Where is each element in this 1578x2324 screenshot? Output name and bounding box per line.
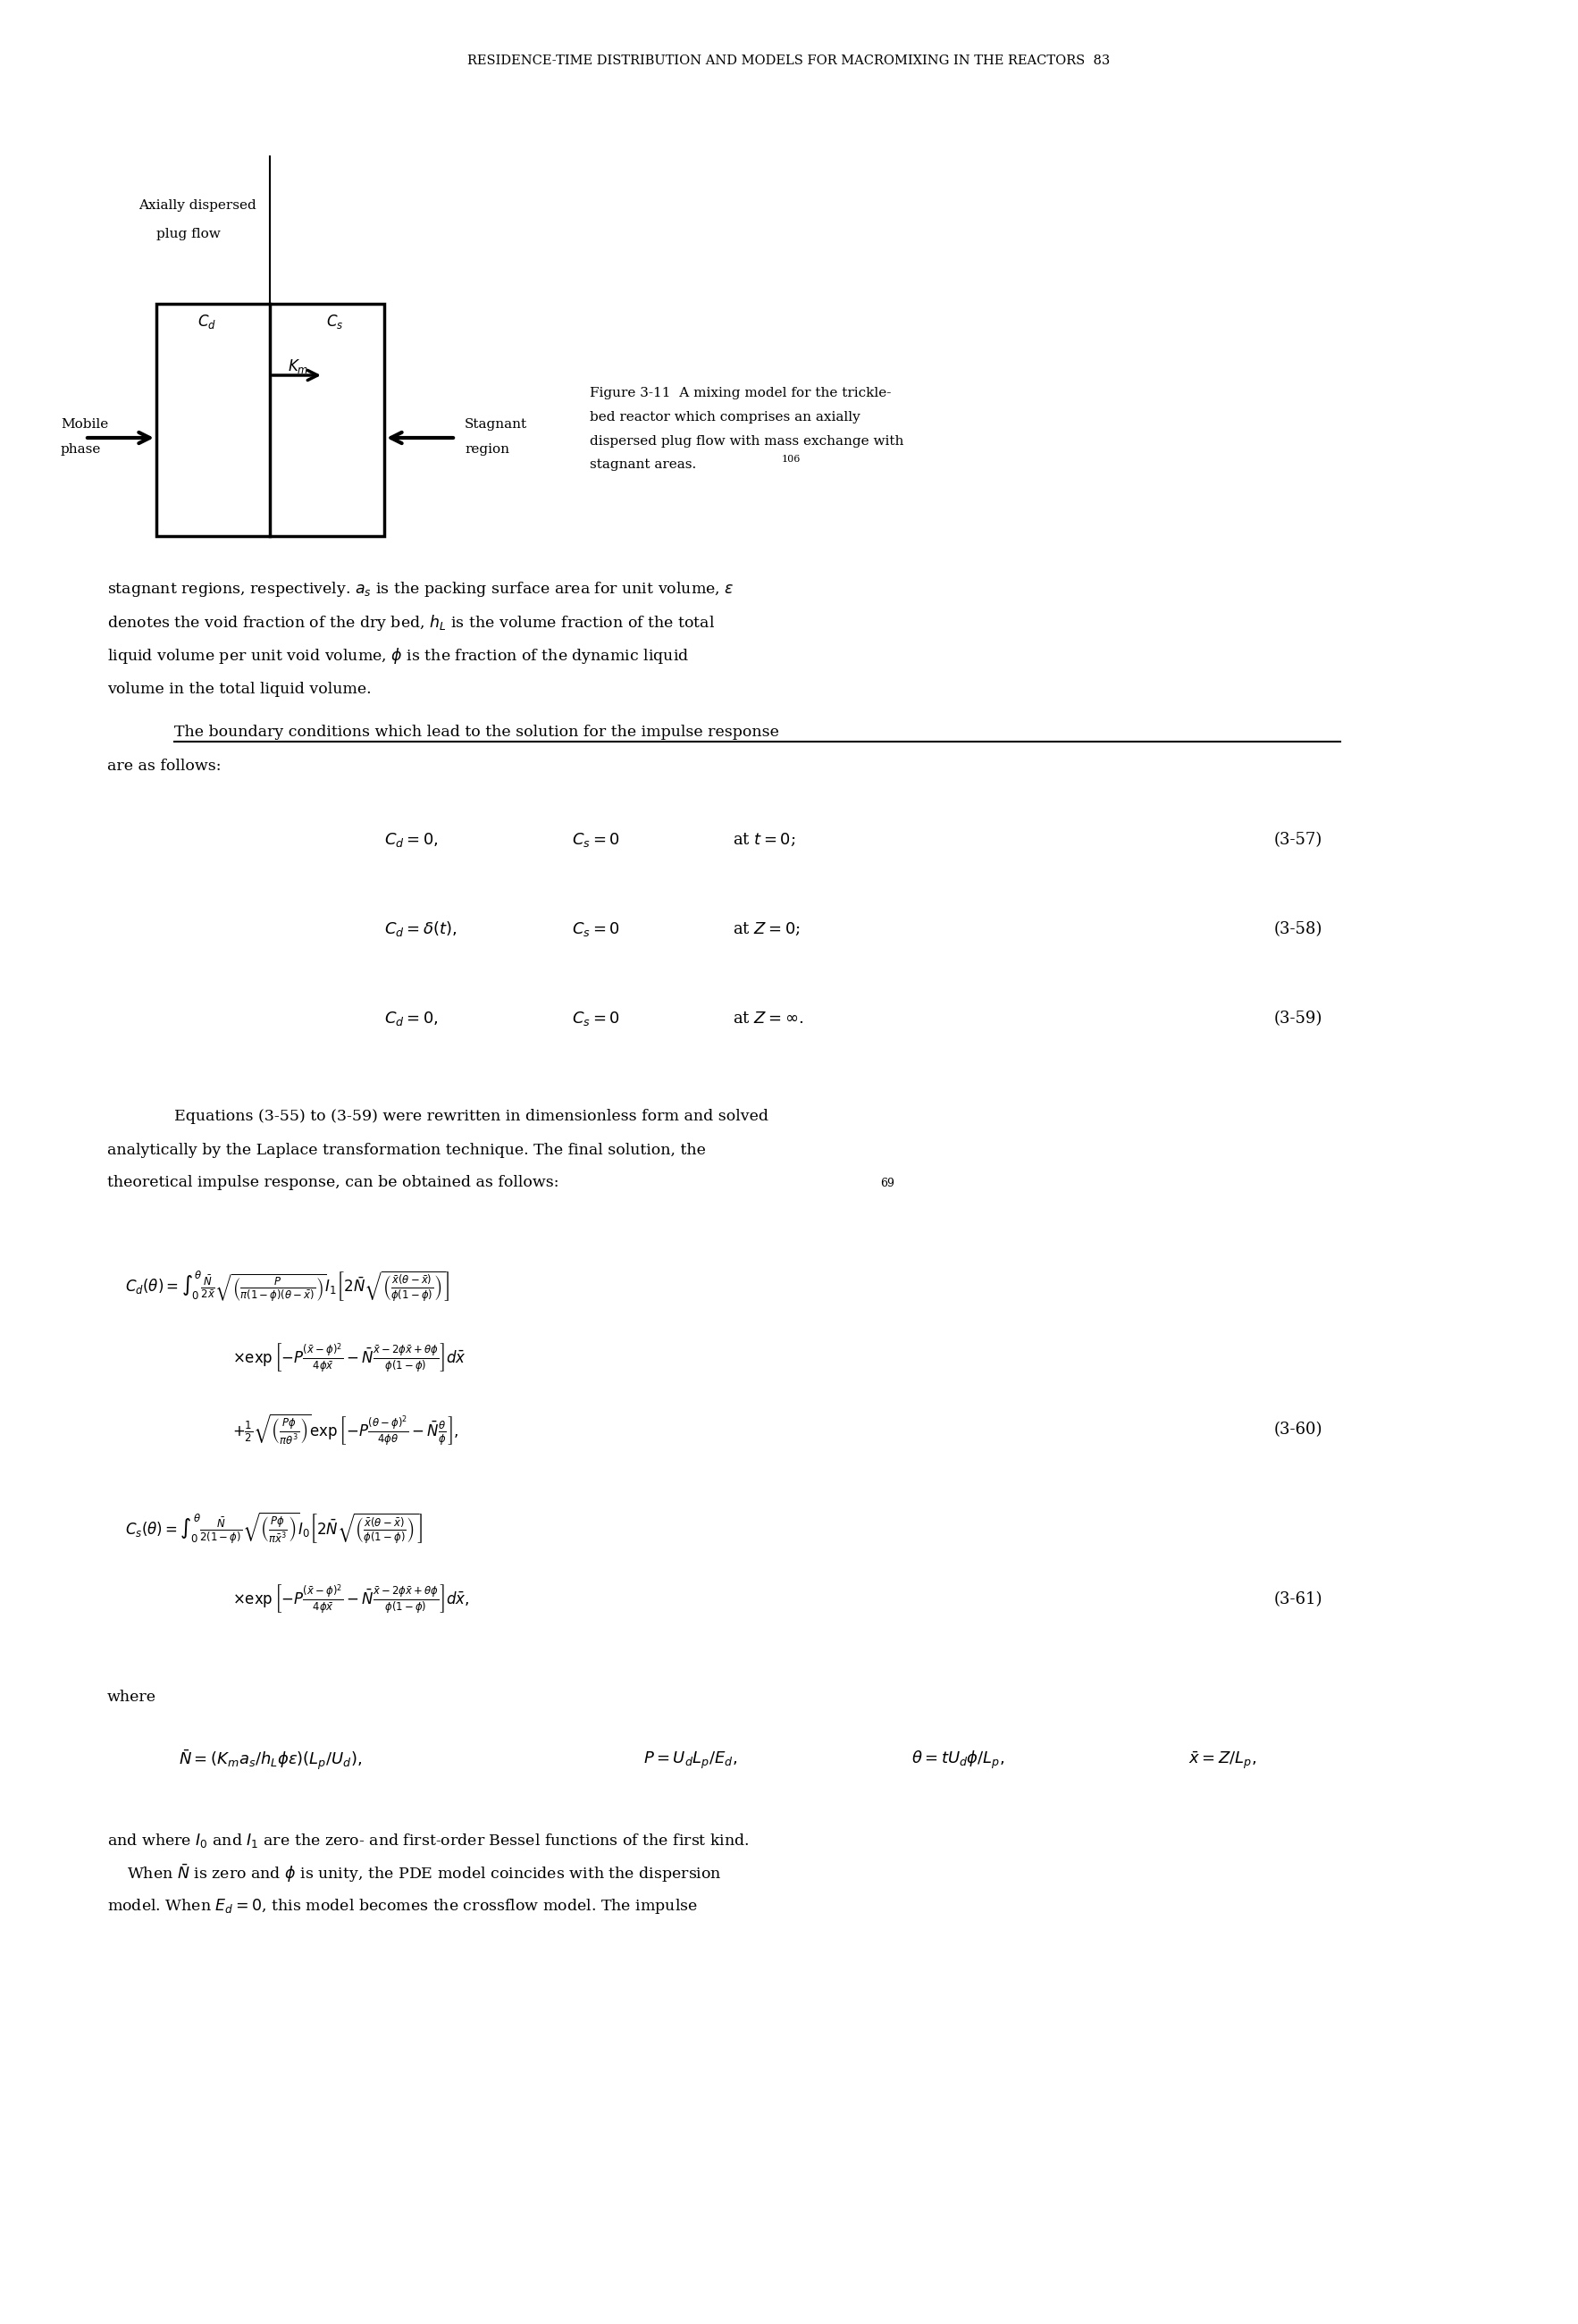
Text: liquid volume per unit void volume, $\phi$ is the fraction of the dynamic liquid: liquid volume per unit void volume, $\ph… bbox=[107, 646, 690, 665]
Text: $C_s$: $C_s$ bbox=[327, 314, 344, 330]
Text: at $Z = 0$;: at $Z = 0$; bbox=[732, 920, 800, 937]
Text: $+\frac{1}{2}\sqrt{\left(\frac{P\phi}{\pi\theta^3}\right)}\exp\left[-P\frac{(\th: $+\frac{1}{2}\sqrt{\left(\frac{P\phi}{\p… bbox=[232, 1413, 459, 1448]
Text: $C_s(\theta) = \int_0^\theta \frac{\bar{N}}{2(1-\phi)} \sqrt{\left(\frac{P\phi}{: $C_s(\theta) = \int_0^\theta \frac{\bar{… bbox=[125, 1511, 423, 1545]
Text: RESIDENCE-TIME DISTRIBUTION AND MODELS FOR MACROMIXING IN THE REACTORS  83: RESIDENCE-TIME DISTRIBUTION AND MODELS F… bbox=[467, 53, 1111, 67]
Text: 69: 69 bbox=[881, 1178, 895, 1190]
Text: Stagnant: Stagnant bbox=[464, 418, 527, 430]
Text: $C_d = 0,$: $C_d = 0,$ bbox=[383, 1009, 439, 1027]
Text: $P = U_d L_p/E_d,$: $P = U_d L_p/E_d,$ bbox=[644, 1750, 737, 1771]
Text: $C_d = \delta(t),$: $C_d = \delta(t),$ bbox=[383, 920, 458, 939]
Text: stagnant regions, respectively. $a_s$ is the packing surface area for unit volum: stagnant regions, respectively. $a_s$ is… bbox=[107, 581, 734, 600]
Text: model. When $E_d = 0$, this model becomes the crossflow model. The impulse: model. When $E_d = 0$, this model become… bbox=[107, 1896, 697, 1915]
Text: region: region bbox=[464, 444, 510, 456]
Text: plug flow: plug flow bbox=[156, 228, 221, 239]
Text: $C_s = 0$: $C_s = 0$ bbox=[571, 832, 620, 848]
Text: theoretical impulse response, can be obtained as follows:: theoretical impulse response, can be obt… bbox=[107, 1176, 559, 1190]
Text: Figure 3-11  A mixing model for the trickle-: Figure 3-11 A mixing model for the trick… bbox=[590, 386, 892, 400]
Text: $\bar{N} = (K_m a_s/h_L\phi\varepsilon)(L_p/U_d),$: $\bar{N} = (K_m a_s/h_L\phi\varepsilon)(… bbox=[178, 1748, 361, 1773]
Text: 106: 106 bbox=[781, 456, 802, 465]
Text: Equations (3-55) to (3-59) were rewritten in dimensionless form and solved: Equations (3-55) to (3-59) were rewritte… bbox=[174, 1109, 768, 1125]
Text: $\times \exp\left[-P\frac{(\bar{x}-\phi)^2}{4\phi\bar{x}} - \bar{N}\frac{\bar{x}: $\times \exp\left[-P\frac{(\bar{x}-\phi)… bbox=[232, 1583, 470, 1615]
Text: $C_s = 0$: $C_s = 0$ bbox=[571, 920, 620, 939]
Text: where: where bbox=[107, 1690, 156, 1706]
Text: are as follows:: are as follows: bbox=[107, 758, 221, 774]
Text: at $Z = \infty$.: at $Z = \infty$. bbox=[732, 1011, 803, 1027]
Text: $C_d$: $C_d$ bbox=[197, 314, 216, 330]
Text: (3-59): (3-59) bbox=[1273, 1011, 1322, 1027]
Text: bed reactor which comprises an axially: bed reactor which comprises an axially bbox=[590, 411, 860, 423]
Text: volume in the total liquid volume.: volume in the total liquid volume. bbox=[107, 681, 371, 697]
Text: $C_d(\theta) = \int_0^\theta \frac{\bar{N}}{2\bar{x}} \sqrt{\left(\frac{P}{\pi(1: $C_d(\theta) = \int_0^\theta \frac{\bar{… bbox=[125, 1269, 450, 1304]
Text: $\theta = tU_d\phi/L_p,$: $\theta = tU_d\phi/L_p,$ bbox=[912, 1750, 1005, 1771]
Text: dispersed plug flow with mass exchange with: dispersed plug flow with mass exchange w… bbox=[590, 435, 904, 449]
Text: (3-58): (3-58) bbox=[1273, 920, 1322, 937]
Text: (3-57): (3-57) bbox=[1273, 832, 1322, 848]
Text: stagnant areas.: stagnant areas. bbox=[590, 458, 696, 472]
Text: $C_s = 0$: $C_s = 0$ bbox=[571, 1009, 620, 1027]
Text: $\bar{x} = Z/L_p,$: $\bar{x} = Z/L_p,$ bbox=[1188, 1750, 1256, 1771]
Text: denotes the void fraction of the dry bed, $h_L$ is the volume fraction of the to: denotes the void fraction of the dry bed… bbox=[107, 614, 715, 632]
Text: (3-60): (3-60) bbox=[1273, 1422, 1322, 1439]
Text: Axially dispersed: Axially dispersed bbox=[139, 200, 256, 211]
Text: The boundary conditions which lead to the solution for the impulse response: The boundary conditions which lead to th… bbox=[174, 725, 780, 741]
Text: and where $I_0$ and $I_1$ are the zero- and first-order Bessel functions of the : and where $I_0$ and $I_1$ are the zero- … bbox=[107, 1831, 750, 1850]
Text: analytically by the Laplace transformation technique. The final solution, the: analytically by the Laplace transformati… bbox=[107, 1143, 705, 1157]
Text: phase: phase bbox=[62, 444, 101, 456]
Text: (3-61): (3-61) bbox=[1273, 1592, 1322, 1608]
Text: When $\bar{N}$ is zero and $\phi$ is unity, the PDE model coincides with the dis: When $\bar{N}$ is zero and $\phi$ is uni… bbox=[107, 1864, 721, 1885]
Text: at $t = 0$;: at $t = 0$; bbox=[732, 832, 795, 848]
Text: $C_d = 0,$: $C_d = 0,$ bbox=[383, 832, 439, 848]
Text: $K_m$: $K_m$ bbox=[287, 358, 309, 374]
Text: Mobile: Mobile bbox=[62, 418, 109, 430]
Text: $\times \exp\left[-P\frac{(\bar{x}-\phi)^2}{4\phi\bar{x}} - \bar{N}\frac{\bar{x}: $\times \exp\left[-P\frac{(\bar{x}-\phi)… bbox=[232, 1341, 466, 1376]
